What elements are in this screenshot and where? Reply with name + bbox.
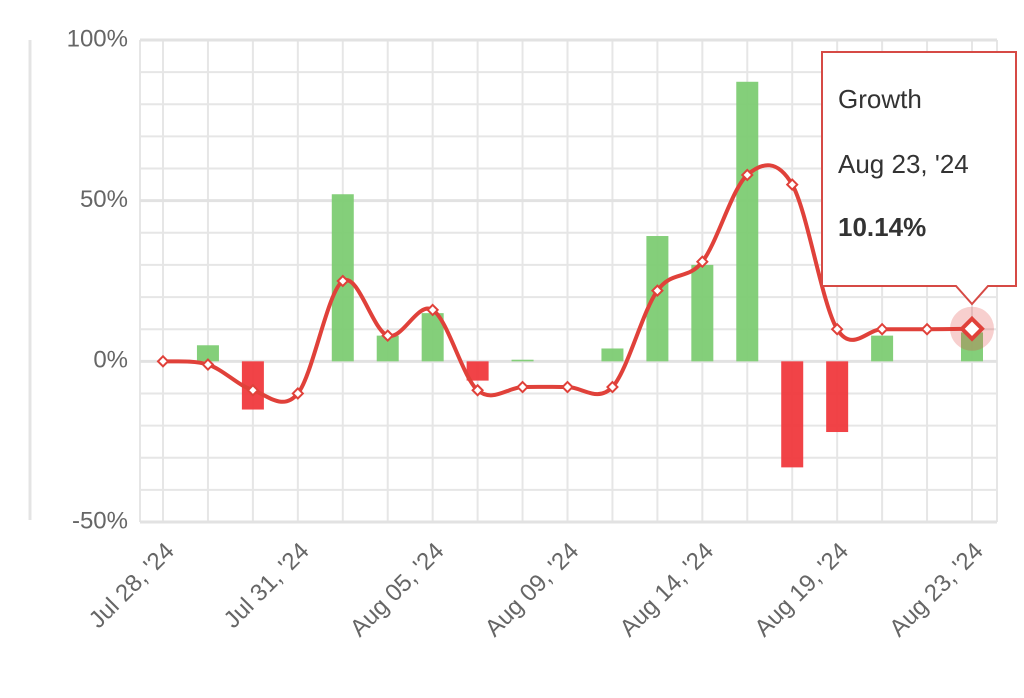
bar [826, 361, 849, 433]
tooltip-title: Growth [838, 84, 922, 114]
line [162, 163, 973, 404]
bar [961, 332, 983, 362]
bar [511, 359, 534, 362]
bar [736, 81, 759, 362]
line-marker [650, 284, 664, 298]
bar [646, 236, 669, 362]
line-marker [830, 322, 844, 336]
line-marker [561, 380, 574, 394]
tooltip-value: 10.14% [838, 212, 926, 242]
bar [421, 313, 444, 362]
y-tick-label: -50% [72, 507, 128, 534]
tooltip-box [821, 51, 1017, 306]
line-marker [381, 329, 395, 343]
x-tick-label: Aug 14, '24 [615, 538, 719, 642]
x-tick-label: Aug 23, '24 [884, 538, 988, 642]
bar [601, 348, 624, 362]
y-tick-label: 50% [80, 186, 128, 213]
line-marker [246, 383, 260, 397]
x-tick-label: Jul 31, '24 [219, 538, 315, 634]
bar [196, 345, 219, 362]
line-marker [516, 380, 529, 394]
line-marker [426, 303, 440, 317]
line-marker [471, 383, 485, 397]
line-marker [920, 322, 934, 336]
bar [691, 264, 714, 362]
line-marker [201, 358, 215, 371]
plot [156, 81, 983, 468]
highlight-marker [959, 315, 985, 342]
y-tick-label: 0% [93, 347, 128, 374]
bar [376, 335, 399, 362]
x-tick-label: Aug 09, '24 [480, 538, 584, 642]
x-tick-label: Aug 19, '24 [749, 538, 853, 642]
line-marker [156, 354, 170, 368]
line-marker [336, 274, 350, 288]
x-tick-label: Jul 28, '24 [84, 538, 180, 634]
line-marker [740, 168, 754, 182]
line-marker [695, 255, 709, 269]
bar [466, 361, 489, 381]
bar [781, 361, 804, 468]
line-marker [875, 322, 889, 336]
line-marker [291, 387, 305, 400]
tooltip: Growth Aug 23, '24 10.14% [821, 51, 1017, 306]
bar [871, 335, 894, 362]
line-marker [785, 178, 799, 192]
x-tick-label: Aug 05, '24 [345, 538, 449, 642]
tooltip-date: Aug 23, '24 [838, 149, 969, 179]
y-tick-label: 100% [67, 25, 128, 52]
line-marker [606, 380, 619, 394]
